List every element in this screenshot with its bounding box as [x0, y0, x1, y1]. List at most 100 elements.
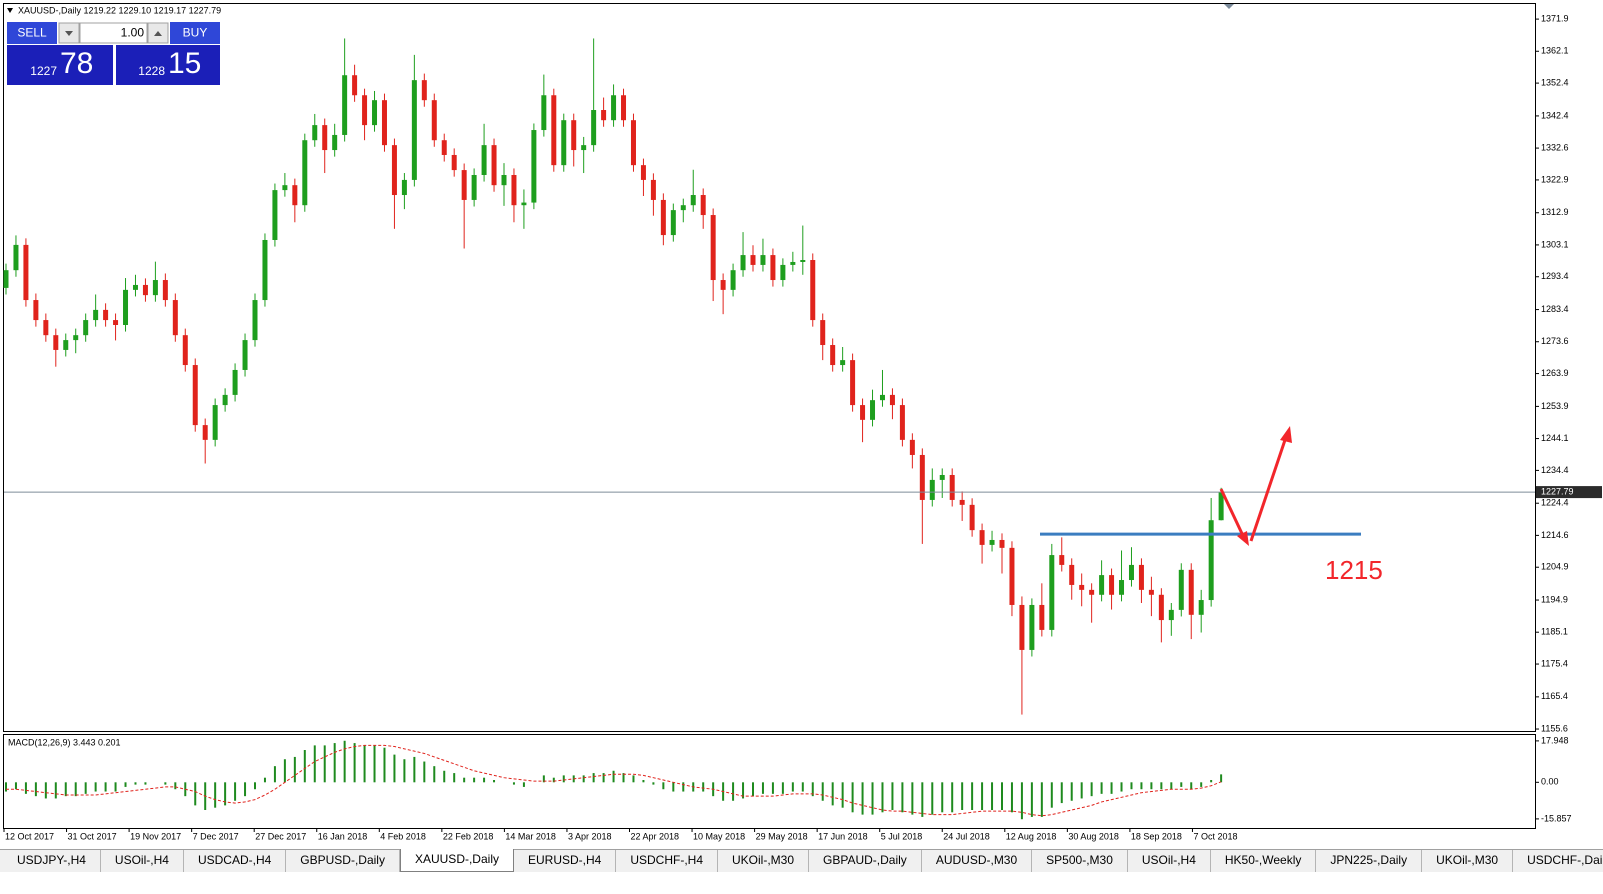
- sell-button[interactable]: [7, 22, 57, 44]
- candle-body: [23, 244, 29, 301]
- candle-body: [810, 260, 816, 321]
- candle-body: [292, 185, 298, 206]
- y-tick-label: 1312.9: [1541, 207, 1569, 217]
- status-area: [0, 872, 1603, 894]
- tab[interactable]: GBPAUD-,Daily: [809, 850, 922, 872]
- y-tick-label: 1175.4: [1541, 658, 1568, 668]
- candle-body: [162, 280, 168, 301]
- candle-body: [929, 479, 935, 500]
- tab[interactable]: GBPUSD-,Daily: [286, 850, 400, 872]
- annotation-arrows: [1219, 426, 1292, 546]
- bid-box[interactable]: [7, 45, 113, 85]
- y-tick-label: 1234.4: [1541, 465, 1569, 475]
- tab[interactable]: UKOil-,M30: [718, 850, 810, 872]
- candle-body: [1218, 492, 1224, 521]
- y-tick-label: 1283.4: [1541, 304, 1569, 314]
- tab[interactable]: XAUUSD-,Daily: [399, 849, 514, 872]
- y-tick-label: 1322.9: [1541, 174, 1569, 184]
- ask-box[interactable]: [116, 45, 220, 85]
- ask-big: 1228: [138, 64, 165, 78]
- candle-body: [1119, 580, 1125, 595]
- main-frame: [3, 3, 1536, 732]
- tab[interactable]: JPN225-,Daily: [1316, 850, 1423, 872]
- candle-body: [212, 405, 218, 440]
- candle-body: [909, 439, 915, 455]
- y-tick-label: 1371.9: [1541, 13, 1569, 23]
- candle-body: [899, 405, 905, 440]
- candle-body: [33, 300, 39, 321]
- candle-body: [511, 175, 517, 206]
- tab[interactable]: UKOil-,M30: [1422, 850, 1514, 872]
- x-tick-label: 5 Jul 2018: [881, 831, 923, 841]
- candle-body: [1009, 547, 1015, 605]
- candle-body: [282, 185, 288, 191]
- candle-body: [172, 300, 178, 336]
- candle-body: [1128, 564, 1134, 581]
- candle-body: [660, 199, 666, 236]
- candle-body: [252, 300, 258, 341]
- candle-body: [760, 255, 766, 265]
- x-tick-label: 30 Aug 2018: [1068, 831, 1119, 841]
- bid-big: 1227: [30, 64, 57, 78]
- candle-body: [730, 270, 736, 290]
- tab[interactable]: HK50-,Weekly: [1211, 850, 1317, 872]
- tab[interactable]: USDJPY-,H4: [3, 850, 101, 872]
- y-tick-label: 1253.9: [1541, 401, 1569, 411]
- x-tick-label: 18 Sep 2018: [1131, 831, 1182, 841]
- candle-body: [581, 145, 587, 151]
- macd-title: MACD(12,26,9) 3.443 0.201: [8, 737, 121, 747]
- tab[interactable]: USOil-,H4: [1128, 850, 1211, 872]
- buy-button[interactable]: [170, 22, 220, 44]
- candle-body: [571, 120, 577, 151]
- lot-up-arrow: [154, 31, 162, 36]
- trade-panel: SELL 1.00 BUY 1227 78 1228 15: [7, 22, 220, 85]
- y-tick-label: 1165.4: [1541, 691, 1568, 701]
- candle-body: [1079, 584, 1085, 590]
- lot-input[interactable]: [79, 22, 148, 44]
- lot-down-arrow: [65, 31, 73, 36]
- y-tick-label: 1342.4: [1541, 110, 1569, 120]
- candle-body: [372, 100, 378, 126]
- candle-body: [142, 284, 148, 296]
- candle-body: [820, 320, 826, 346]
- candle-body: [561, 120, 567, 166]
- candle-body: [431, 100, 437, 141]
- x-tick-label: 12 Aug 2018: [1006, 831, 1057, 841]
- candle-body: [1069, 564, 1075, 585]
- ask-small: 15: [168, 47, 201, 80]
- candle-body: [461, 170, 467, 200]
- candle-body: [1019, 604, 1025, 650]
- candle-body: [611, 95, 617, 121]
- level-label: 1215: [1325, 555, 1383, 585]
- tab[interactable]: USOil-,H4: [101, 850, 184, 872]
- candle-body: [1049, 555, 1055, 630]
- candle-body: [601, 110, 607, 121]
- candle-body: [421, 80, 427, 101]
- x-tick-label: 12 Oct 2017: [5, 831, 54, 841]
- tab[interactable]: AUDUSD-,M30: [922, 850, 1033, 872]
- tab[interactable]: USDCHF-,Daily: [1513, 850, 1603, 872]
- last-price-label: 1227.79: [1541, 486, 1574, 496]
- candle-body: [1039, 604, 1045, 630]
- y-tick-label: 1244.1: [1541, 433, 1569, 443]
- candle-body: [3, 270, 9, 288]
- candle-body: [401, 179, 407, 196]
- candle-body: [362, 95, 368, 126]
- x-tick-label: 31 Oct 2017: [68, 831, 117, 841]
- candle-body: [13, 244, 19, 271]
- candle-body: [1148, 589, 1154, 595]
- lot-value: 1.00: [121, 26, 145, 40]
- tab[interactable]: SP500-,M30: [1032, 850, 1128, 872]
- candle-body: [113, 320, 119, 325]
- candle-body: [591, 110, 597, 146]
- candle-body: [1158, 594, 1164, 621]
- candle-body: [202, 425, 208, 440]
- candle-body: [451, 154, 457, 171]
- candle-body: [690, 195, 696, 206]
- candle-body: [322, 125, 328, 151]
- candle-body: [650, 179, 656, 200]
- candle-body: [262, 239, 268, 301]
- tab[interactable]: USDCHF-,H4: [616, 850, 718, 872]
- tab[interactable]: EURUSD-,H4: [514, 850, 617, 872]
- tab[interactable]: USDCAD-,H4: [184, 850, 287, 872]
